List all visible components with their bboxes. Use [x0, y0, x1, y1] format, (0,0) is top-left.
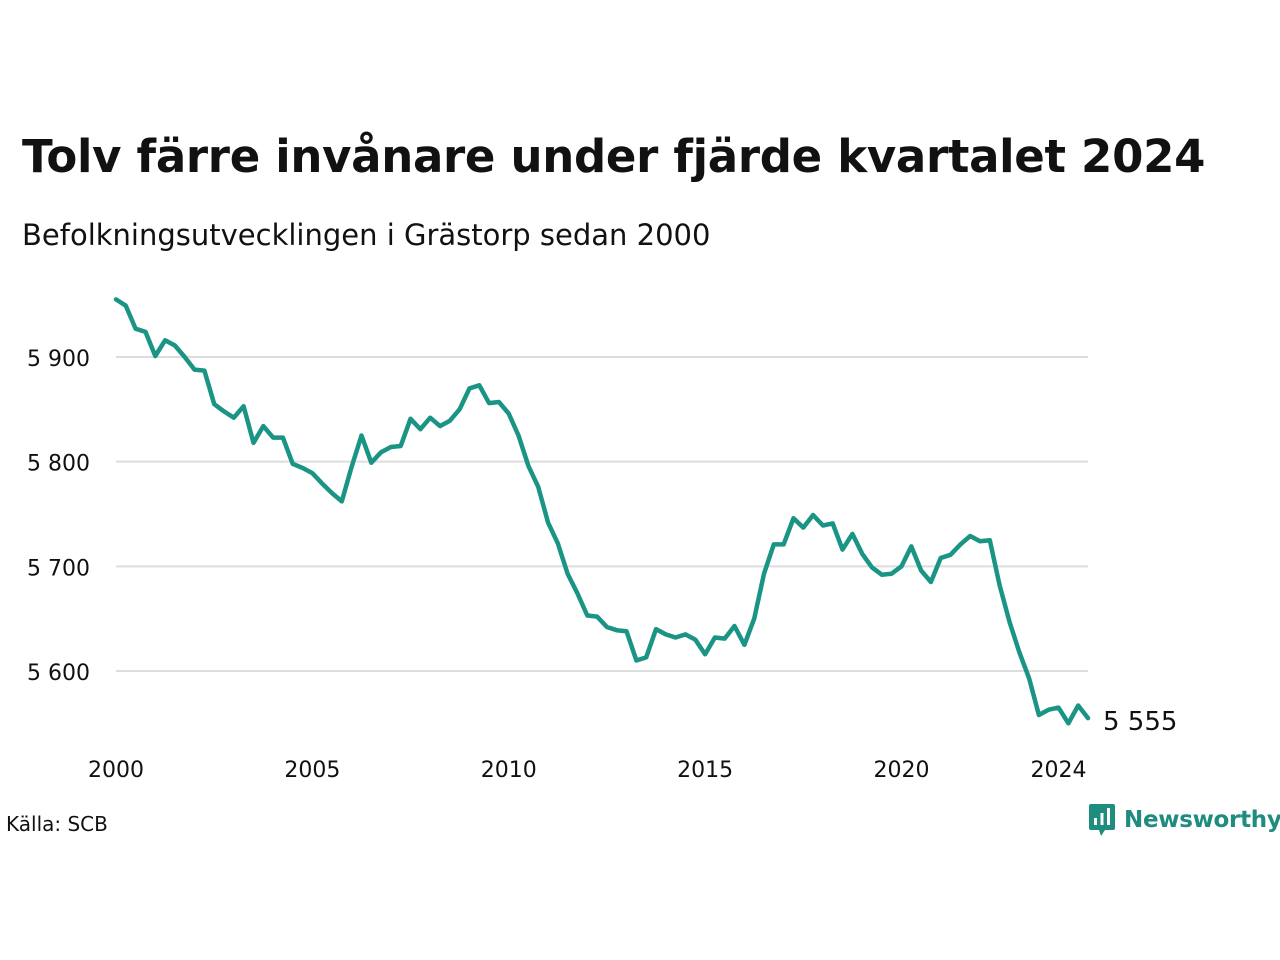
y-tick-label: 5 800 — [27, 452, 90, 477]
chart-subtitle: Befolkningsutvecklingen i Grästorp sedan… — [22, 218, 711, 252]
x-tick-label: 2010 — [481, 758, 537, 783]
x-tick-label: 2015 — [677, 758, 733, 783]
newsworthy-logo-icon — [1089, 804, 1115, 836]
y-tick-label: 5 600 — [27, 661, 90, 686]
chart-title: Tolv färre invånare under fjärde kvartal… — [22, 130, 1206, 183]
x-tick-label: 2024 — [1031, 758, 1087, 783]
x-tick-label: 2005 — [284, 758, 340, 783]
y-tick-label: 5 700 — [27, 556, 90, 581]
end-value-label: 5 555 — [1103, 707, 1177, 737]
source-note: Källa: SCB — [6, 812, 108, 836]
y-tick-label: 5 900 — [27, 347, 90, 372]
x-axis-tick-labels: 2000 2005 2010 2015 2020 2024 — [88, 758, 1087, 783]
gridlines — [116, 356, 1088, 672]
end-value-layer: 5 555 — [1103, 707, 1177, 737]
x-tick-label: 2000 — [88, 758, 144, 783]
x-tick-label: 2020 — [873, 758, 929, 783]
newsworthy-logo: Newsworthy — [1088, 803, 1280, 837]
brand-name: Newsworthy — [1124, 807, 1280, 833]
y-axis-tick-labels: 5 600 5 700 5 800 5 900 — [27, 347, 90, 686]
series-layer — [113, 297, 1091, 726]
series-line — [113, 297, 1091, 726]
